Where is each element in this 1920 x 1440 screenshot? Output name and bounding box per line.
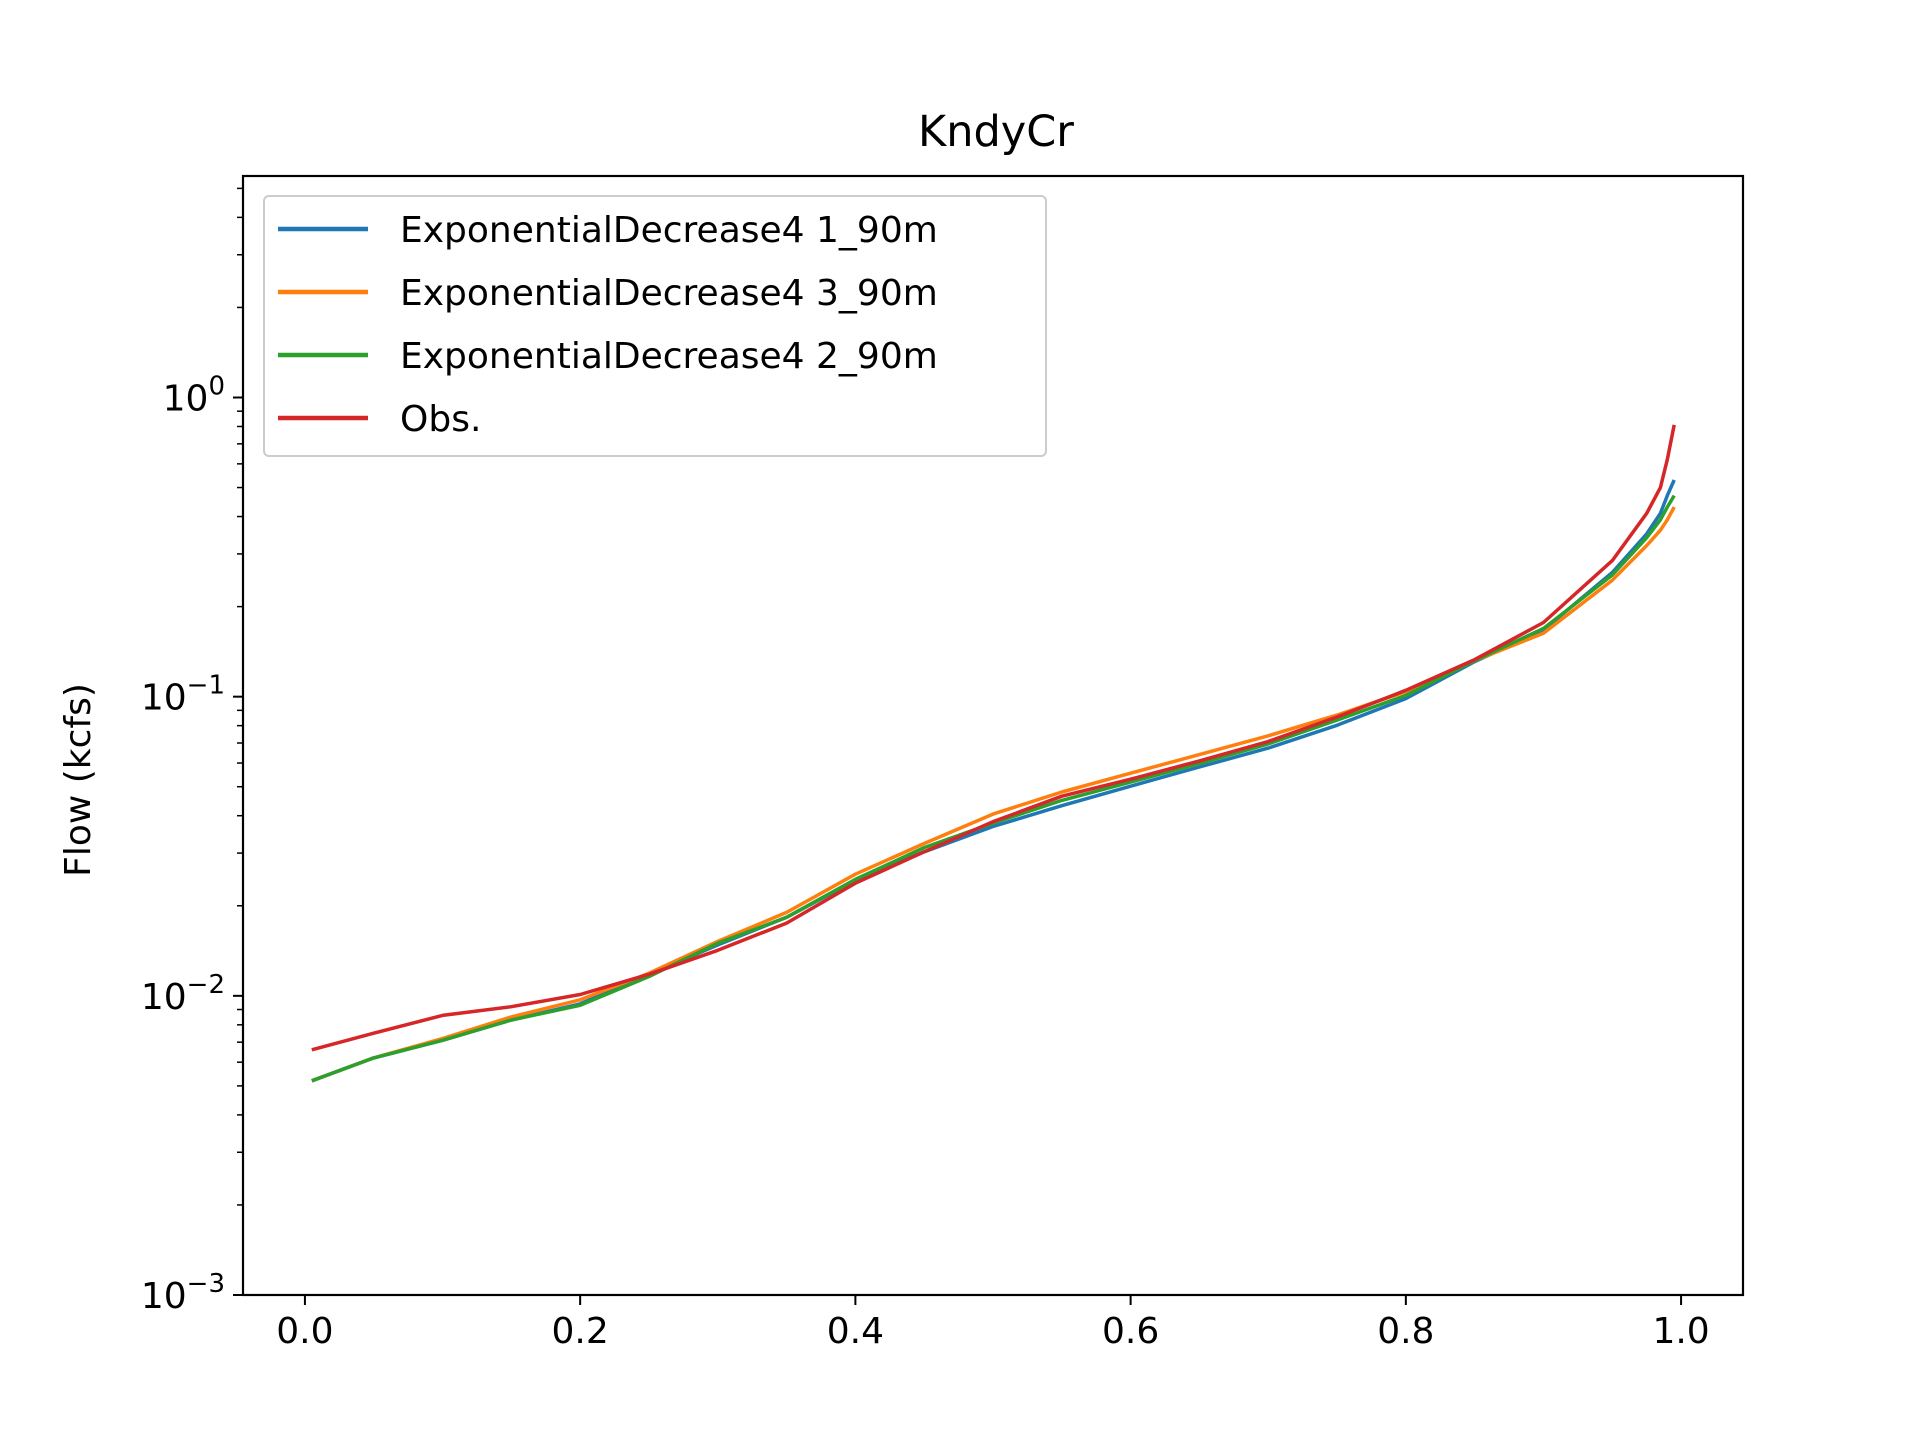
- chart-title: KndyCr: [918, 107, 1074, 157]
- x-tick-label: 0.4: [827, 1311, 884, 1352]
- legend-box: [263, 195, 1047, 457]
- legend-label-1: ExponentialDecrease4 1_90m: [400, 210, 938, 251]
- series-line-4: [311, 424, 1676, 1052]
- y-tick-label: 10−1: [141, 671, 225, 719]
- y-tick-label: 10−2: [141, 970, 225, 1018]
- series-line-3: [311, 494, 1676, 1083]
- series-line-2: [311, 506, 1676, 1083]
- y-tick-label: 10−3: [141, 1269, 225, 1317]
- x-tick-label: 0.8: [1377, 1311, 1434, 1352]
- series-layer: [311, 424, 1676, 1083]
- legend-label-3: ExponentialDecrease4 2_90m: [400, 336, 938, 377]
- y-axis-label: Flow (kcfs): [58, 683, 99, 877]
- axes-layer: 0.0 0.2 0.4 0.6 0.8 1.0 100 10−1 10−2 10−3: [141, 174, 1745, 1352]
- x-tick-label: 1.0: [1652, 1311, 1709, 1352]
- x-tick-label: 0.6: [1102, 1311, 1159, 1352]
- plot-area-frame: [241, 174, 1745, 1297]
- x-tick-label: 0.0: [276, 1311, 333, 1352]
- legend: ExponentialDecrease4 1_90m ExponentialDec…: [263, 195, 1047, 457]
- y-tick-label: 100: [163, 371, 225, 419]
- x-tick-label: 0.2: [552, 1311, 609, 1352]
- legend-label-4: Obs.: [400, 399, 481, 440]
- legend-label-2: ExponentialDecrease4 3_90m: [400, 273, 938, 314]
